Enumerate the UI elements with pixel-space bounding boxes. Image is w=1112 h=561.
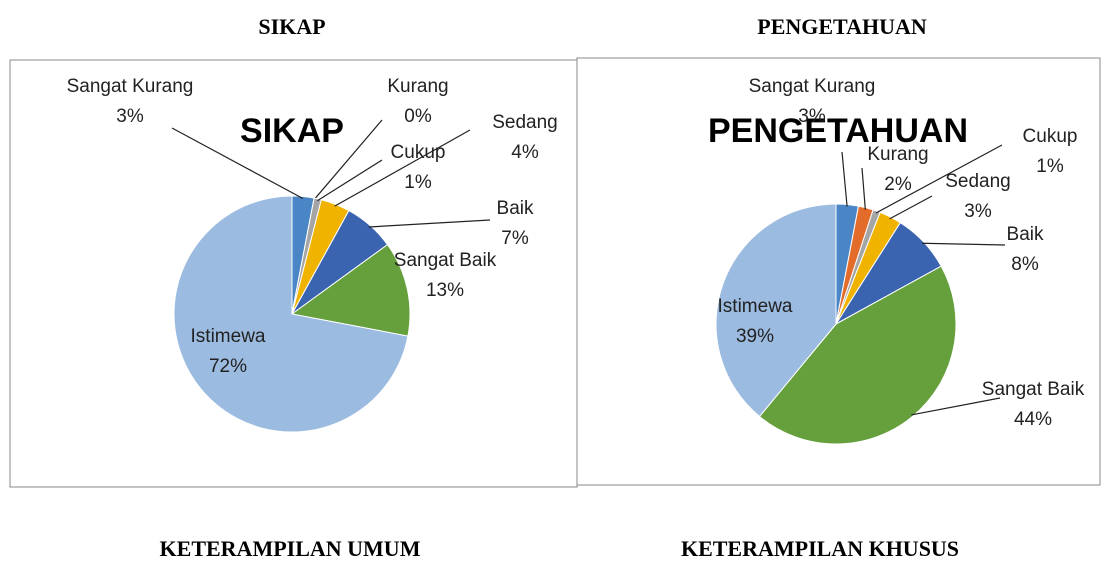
leader-line xyxy=(889,195,933,220)
category-label: Sangat Kurang xyxy=(67,76,194,97)
category-label: Kurang xyxy=(387,76,448,97)
value-label: 7% xyxy=(501,228,529,249)
value-label: 4% xyxy=(511,142,539,163)
data-label: Sangat Baik 44% xyxy=(982,379,1085,430)
category-label: Sedang xyxy=(945,171,1011,192)
value-label: 39% xyxy=(736,326,774,347)
chart-frame xyxy=(576,57,1101,486)
leader-line xyxy=(922,242,1006,246)
value-label: 8% xyxy=(1011,254,1039,275)
value-label: 3% xyxy=(798,106,826,127)
leader-line xyxy=(861,167,866,210)
data-label: Kurang 0% xyxy=(387,76,448,127)
category-label: Cukup xyxy=(391,142,446,163)
leader-line xyxy=(911,397,1001,416)
data-label: Sangat Kurang 3% xyxy=(749,76,876,127)
category-label: Istimewa xyxy=(718,296,793,317)
value-label: 0% xyxy=(404,106,432,127)
data-label: Cukup 1% xyxy=(1023,126,1078,177)
pie-slice xyxy=(758,265,957,445)
category-label: Sangat Kurang xyxy=(749,76,876,97)
value-label: 1% xyxy=(404,172,432,193)
heading: SIKAP xyxy=(258,14,325,39)
heading: KETERAMPILAN UMUM xyxy=(160,536,421,561)
category-label: Baik xyxy=(497,198,534,219)
data-label: Sangat Kurang 3% xyxy=(67,76,194,127)
leader-line xyxy=(875,144,1003,214)
pie-slice xyxy=(290,243,411,337)
leader-line xyxy=(841,151,848,207)
category-label: Baik xyxy=(1007,224,1044,245)
data-label: Sedang 3% xyxy=(945,171,1011,222)
data-label: Istimewa 39% xyxy=(718,296,793,347)
value-label: 3% xyxy=(116,106,144,127)
heading: PENGETAHUAN xyxy=(757,14,927,39)
leader-line xyxy=(334,129,471,207)
value-label: 13% xyxy=(426,280,464,301)
category-label: Cukup xyxy=(1023,126,1078,147)
category-label: Kurang xyxy=(867,144,928,165)
pie-slice xyxy=(715,203,837,418)
category-label: Sedang xyxy=(492,112,558,133)
data-label: Baik 7% xyxy=(497,198,534,249)
category-label: Sangat Baik xyxy=(982,379,1085,400)
value-label: 44% xyxy=(1014,409,1052,430)
value-label: 2% xyxy=(884,174,912,195)
category-label: Istimewa xyxy=(191,326,266,347)
data-label: Cukup 1% xyxy=(391,142,446,193)
chart-title: SIKAP xyxy=(240,112,344,150)
data-label: Sangat Baik 13% xyxy=(394,250,497,301)
leader-line xyxy=(171,127,304,200)
pie-slice xyxy=(173,195,409,433)
leader-line xyxy=(368,219,491,228)
value-label: 1% xyxy=(1036,156,1064,177)
data-label: Istimewa 72% xyxy=(191,326,266,377)
value-label: 3% xyxy=(964,201,992,222)
value-label: 72% xyxy=(209,356,247,377)
leader-line xyxy=(313,119,383,201)
chart-title: PENGETAHUAN xyxy=(708,112,968,150)
leader-line xyxy=(316,159,383,202)
heading: KETERAMPILAN KHUSUS xyxy=(681,536,959,561)
data-label: Baik 8% xyxy=(1007,224,1044,275)
category-label: Sangat Baik xyxy=(394,250,497,271)
data-label: Kurang 2% xyxy=(867,144,928,195)
data-label: Sedang 4% xyxy=(492,112,558,163)
